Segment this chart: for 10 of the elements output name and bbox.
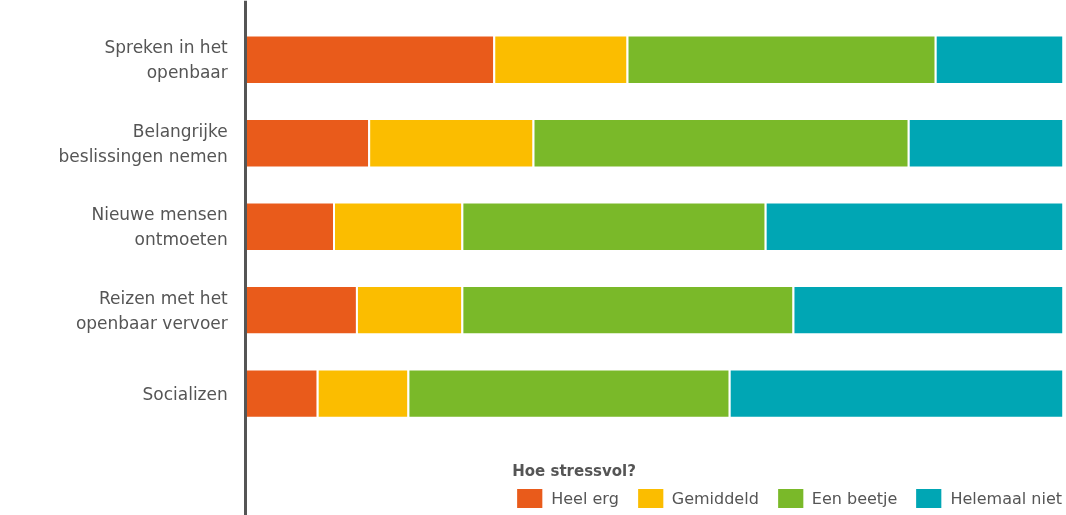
legend-label: Gemiddeld (671, 488, 759, 508)
legend-label: Heel erg (551, 488, 619, 508)
y-tick-label: Belangrijke beslissingen nemen (58, 120, 228, 166)
y-tick-label: Socializen (142, 383, 228, 404)
legend-label: Helemaal niet (950, 488, 1062, 508)
legend-label: Een beetje (811, 488, 898, 508)
y-tick-label: Spreken in het openbaar (104, 37, 229, 83)
y-tick-label: Reizen met het openbaar vervoer (75, 287, 229, 333)
y-tick-label: Nieuwe mensen ontmoeten (91, 204, 228, 250)
legend-title: Hoe stressvol? (512, 462, 637, 480)
